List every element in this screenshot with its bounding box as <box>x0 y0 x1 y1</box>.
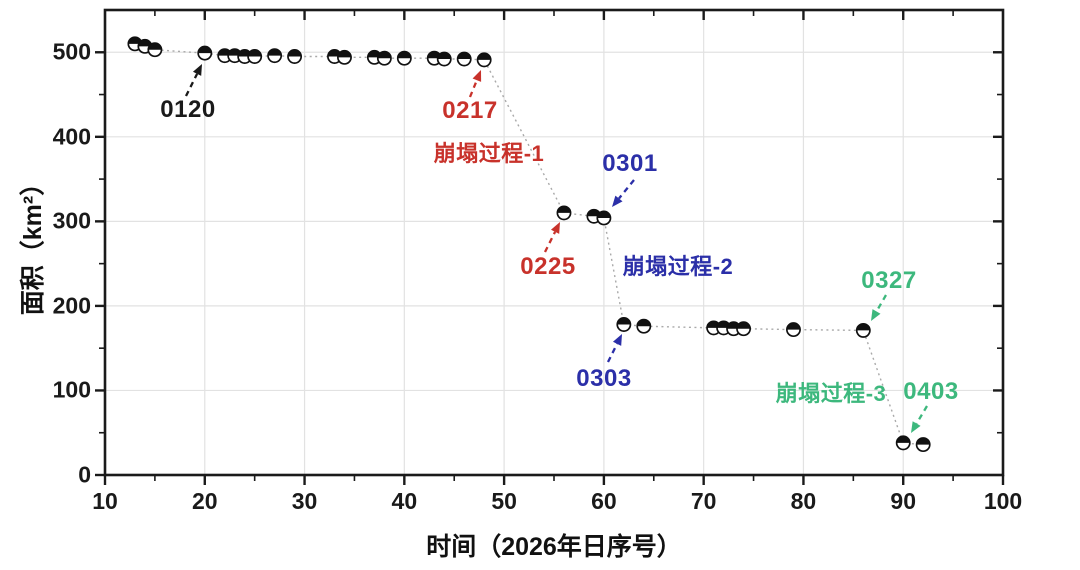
x-tick-label: 100 <box>983 488 1023 514</box>
ann-0120-arrow-line <box>184 73 199 97</box>
ann-0303-label: 0303 <box>576 365 632 392</box>
ann-0120-arrow-head <box>192 64 202 76</box>
y-tick-label: 0 <box>78 461 91 488</box>
data-point-top-half <box>896 436 910 443</box>
x-tick-label: 50 <box>491 488 517 514</box>
ann-collapse-2-label: 崩塌过程-2 <box>622 254 734 279</box>
ann-collapse-1-label: 崩塌过程-1 <box>433 141 545 166</box>
x-tick-label: 80 <box>790 488 817 514</box>
data-point-top-half <box>617 317 631 325</box>
data-point-top-half <box>268 49 282 56</box>
y-tick-label: 100 <box>52 376 91 403</box>
y-tick-label: 200 <box>52 292 91 319</box>
data-point-top-half <box>377 51 391 59</box>
ann-0301-label: 0301 <box>602 150 658 177</box>
ann-collapse-3-label: 崩塌过程-3 <box>775 381 887 406</box>
data-point-top-half <box>148 43 162 50</box>
ann-0217-arrow-head <box>472 70 482 82</box>
data-point-top-half <box>138 39 152 47</box>
data-point-top-half <box>198 46 212 54</box>
ann-0301-arrow-line <box>618 179 635 200</box>
data-point-top-half <box>637 319 651 327</box>
data-point-top-half <box>557 206 571 213</box>
data-point-top-half <box>128 37 142 44</box>
ann-0303-arrow-head <box>612 334 622 346</box>
data-point-top-half <box>597 211 611 218</box>
ann-0225-arrow-head <box>550 222 560 234</box>
x-axis-title: 时间（2026年日序号） <box>426 533 682 561</box>
y-axis-title: 面积（km²） <box>19 170 47 315</box>
data-point-top-half <box>786 322 801 330</box>
ann-0120-label: 0120 <box>160 96 216 123</box>
ann-0301-arrow-head <box>612 195 623 207</box>
x-tick-label: 20 <box>191 488 218 514</box>
ann-0403-label: 0403 <box>903 378 959 405</box>
ann-0403-arrow-head <box>911 421 921 433</box>
y-tick-label: 500 <box>52 38 91 65</box>
x-tick-label: 40 <box>391 488 418 514</box>
ann-0327-label: 0327 <box>861 267 917 294</box>
ann-0327-arrow-head <box>871 309 881 321</box>
x-tick-label: 30 <box>291 488 318 514</box>
ann-0225-label: 0225 <box>520 253 576 280</box>
ann-0225-arrow-line <box>543 231 557 253</box>
x-tick-label: 10 <box>92 488 118 514</box>
data-point-top-half <box>736 322 751 329</box>
x-tick-label: 70 <box>690 488 717 514</box>
data-point-top-half <box>916 437 930 445</box>
ann-0327-arrow-line <box>875 294 887 313</box>
data-point-top-half <box>437 52 451 60</box>
ann-0403-arrow-line <box>915 405 928 425</box>
data-point-top-half <box>587 209 601 217</box>
y-tick-label: 300 <box>52 207 91 234</box>
data-point-top-half <box>477 53 491 60</box>
data-point-top-half <box>248 49 262 57</box>
data-point-top-half <box>287 49 302 57</box>
data-point-top-half <box>856 323 870 331</box>
ann-0303-arrow-line <box>606 343 619 363</box>
ann-0217-label: 0217 <box>442 97 498 124</box>
ann-0217-arrow-line <box>468 79 478 98</box>
y-tick-label: 400 <box>52 123 91 150</box>
data-point-top-half <box>397 51 411 59</box>
data-point-top-half <box>457 52 471 60</box>
x-tick-label: 60 <box>591 488 617 514</box>
x-tick-label: 90 <box>890 488 917 514</box>
data-point-top-half <box>337 50 352 58</box>
